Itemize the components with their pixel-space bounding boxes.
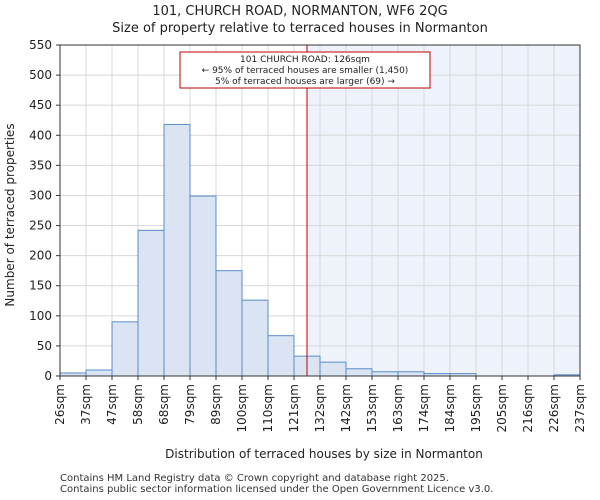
y-tick-label: 50 [37,339,52,353]
x-tick-label: 216sqm [521,384,535,432]
x-tick-label: 110sqm [261,384,275,432]
annotation-line2: ← 95% of terraced houses are smaller (1,… [202,66,409,76]
histogram-bar [267,335,295,377]
y-tick-label: 400 [29,128,52,142]
y-tick-label: 450 [29,98,52,112]
histogram-bar [189,195,217,377]
x-tick-label: 195sqm [469,384,483,432]
x-tick-label: 58sqm [131,384,145,425]
x-tick-label: 37sqm [79,384,93,425]
y-tick-label: 200 [29,249,52,263]
histogram-bar [371,371,399,377]
x-tick-label: 26sqm [53,384,67,425]
annotation-line1: 101 CHURCH ROAD: 126sqm [240,55,370,65]
attribution-line2: Contains public sector information licen… [60,484,494,495]
x-tick-label: 121sqm [287,384,301,432]
x-tick-label: 237sqm [573,384,587,432]
x-tick-label: 79sqm [183,384,197,425]
y-axis-label: Number of terraced properties [3,123,17,306]
y-tick-label: 300 [29,188,52,202]
highlight-band [307,45,580,376]
histogram-bar [241,299,269,377]
x-tick-label: 89sqm [209,384,223,425]
histogram-bar [137,229,165,377]
y-tick-label: 500 [29,68,52,82]
x-tick-labels: 26sqm 37sqm 47sqm 58sqm 68sqm 79sqm 89sqm 100sq… [53,376,587,432]
y-tick-label: 550 [29,38,52,52]
x-tick-label: 174sqm [417,384,431,432]
annotation-box: 101 CHURCH ROAD: 126sqm ← 95% of terrace… [179,51,431,89]
x-tick-label: 153sqm [365,384,379,432]
annotation-line3: 5% of terraced houses are larger (69) → [215,77,395,87]
attribution-line1: Contains HM Land Registry data © Crown c… [60,473,449,484]
x-tick-label: 132sqm [313,384,327,432]
histogram-bar [111,321,139,377]
x-axis-label: Distribution of terraced houses by size … [165,447,483,461]
x-tick-label: 47sqm [105,384,119,425]
chart-subtitle: Size of property relative to terraced ho… [112,21,488,36]
x-tick-label: 142sqm [339,384,353,432]
histogram-bar [85,369,113,377]
x-tick-label: 226sqm [547,384,561,432]
x-tick-label: 184sqm [443,384,457,432]
y-tick-label: 350 [29,158,52,172]
x-tick-label: 68sqm [157,384,171,425]
histogram-bar [319,361,347,377]
y-tick-label: 250 [29,219,52,233]
x-tick-label: 163sqm [391,384,405,432]
histogram-bar [163,123,191,377]
y-tick-labels: 0 50 100 150 200 250 300 350 400 450 500 550 [29,38,60,383]
x-tick-label: 100sqm [235,384,249,432]
histogram-bar [397,371,425,377]
histogram-bar [215,270,243,377]
chart-title: 101, CHURCH ROAD, NORMANTON, WF6 2QG [152,4,448,19]
y-tick-label: 0 [44,369,52,383]
x-tick-label: 205sqm [495,384,509,432]
histogram-bar [345,368,373,377]
y-tick-label: 100 [29,309,52,323]
y-tick-label: 150 [29,279,52,293]
